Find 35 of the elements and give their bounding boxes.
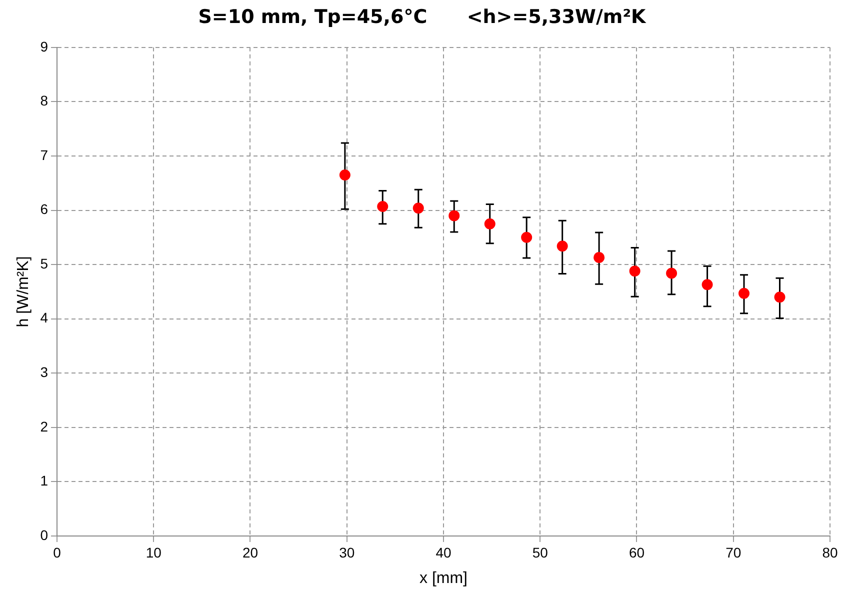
y-tick-label: 4 bbox=[40, 310, 48, 326]
y-tick-label: 3 bbox=[40, 364, 48, 380]
y-tick-label: 9 bbox=[40, 38, 48, 54]
x-tick-label: 30 bbox=[339, 544, 355, 560]
point bbox=[702, 279, 713, 290]
point bbox=[448, 210, 460, 222]
point bbox=[738, 288, 750, 299]
point bbox=[484, 218, 496, 230]
x-tick-label: 0 bbox=[53, 544, 62, 560]
x-tick-label: 20 bbox=[242, 544, 258, 560]
y-tick-label: 1 bbox=[40, 472, 48, 489]
y-tick-label: 5 bbox=[40, 255, 48, 272]
point bbox=[556, 240, 568, 252]
x-tick-label: 60 bbox=[628, 544, 645, 560]
point bbox=[377, 200, 388, 212]
point bbox=[666, 268, 678, 279]
point bbox=[412, 202, 424, 214]
y-tick-label: 7 bbox=[40, 146, 48, 163]
y-tick-label: 8 bbox=[40, 92, 48, 109]
x-tick-label: 80 bbox=[822, 544, 838, 560]
x-tick-label: 40 bbox=[436, 544, 452, 560]
point bbox=[629, 266, 640, 277]
y-axis-title: h [W/m²K] bbox=[15, 256, 32, 328]
point bbox=[521, 232, 532, 243]
x-tick-label: 70 bbox=[726, 544, 742, 560]
chart-title: S=10 mm, Tp=45,6°C <h>=5,33W/m²K bbox=[197, 6, 647, 28]
x-tick-label: 10 bbox=[146, 544, 162, 560]
point bbox=[594, 252, 605, 263]
point bbox=[774, 292, 786, 303]
x-tick-label: 50 bbox=[532, 544, 548, 560]
y-tick-label: 2 bbox=[40, 418, 48, 434]
y-tick-label: 0 bbox=[40, 526, 48, 543]
x-axis-title: x [mm] bbox=[419, 570, 468, 587]
y-tick-label: 6 bbox=[40, 201, 48, 218]
point bbox=[339, 169, 350, 180]
